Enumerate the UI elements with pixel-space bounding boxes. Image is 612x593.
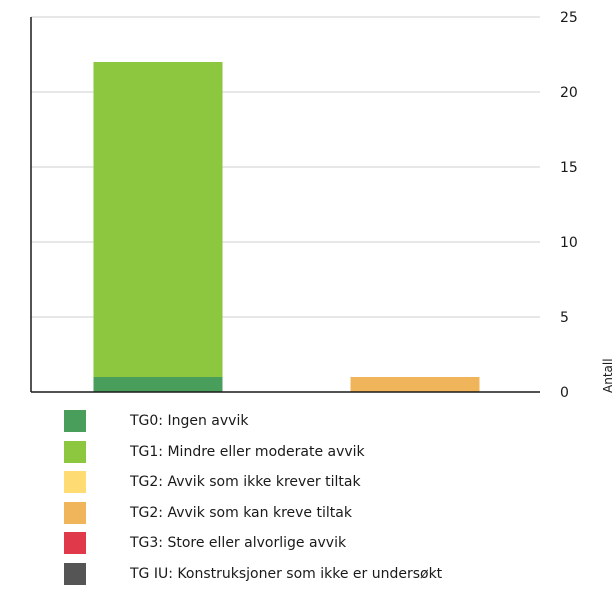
bars xyxy=(93,62,480,392)
axes xyxy=(30,17,540,393)
y-tick-label: 20 xyxy=(560,85,578,101)
chart-plot: 0 5 10 15 20 25 Antall xyxy=(30,10,612,400)
legend-item: TG IU: Konstruksjoner som ikke er unders… xyxy=(64,562,443,585)
legend-swatch xyxy=(64,501,86,524)
y-axis-label: Antall xyxy=(601,358,612,393)
legend-label: TG1: Mindre eller moderate avvik xyxy=(130,443,365,460)
legend-label: TG0: Ingen avvik xyxy=(130,413,249,429)
legend-item: TG3: Store eller alvorlige avvik xyxy=(64,532,442,554)
y-tick-label: 5 xyxy=(560,310,569,326)
bar-segment xyxy=(93,377,223,392)
legend-item: TG0: Ingen avvik xyxy=(64,410,442,432)
legend-item: TG2: Avvik som ikke krever tiltak xyxy=(64,471,442,493)
legend-swatch xyxy=(64,562,86,585)
legend-swatch xyxy=(64,410,86,432)
bar-segment xyxy=(93,62,223,377)
legend-label: TG2: Avvik som kan kreve tiltak xyxy=(130,504,352,521)
legend-swatch xyxy=(64,440,86,463)
y-tick-labels: 0 5 10 15 20 25 xyxy=(560,10,578,400)
y-tick-label: 25 xyxy=(560,10,578,26)
legend: TG0: Ingen avvik TG1: Mindre eller modera… xyxy=(64,410,442,593)
legend-swatch xyxy=(64,532,86,554)
legend-item: TG2: Avvik som kan kreve tiltak xyxy=(64,501,442,524)
legend-label: TG2: Avvik som ikke krever tiltak xyxy=(130,474,361,490)
legend-swatch xyxy=(64,471,86,493)
y-tick-label: 0 xyxy=(560,385,569,400)
legend-label: TG3: Store eller alvorlige avvik xyxy=(130,535,347,551)
bar-segment xyxy=(350,377,480,392)
y-tick-label: 10 xyxy=(560,235,578,251)
y-tick-label: 15 xyxy=(560,160,578,176)
legend-item: TG1: Mindre eller moderate avvik xyxy=(64,440,442,463)
legend-label: TG IU: Konstruksjoner som ikke er unders… xyxy=(130,565,443,582)
